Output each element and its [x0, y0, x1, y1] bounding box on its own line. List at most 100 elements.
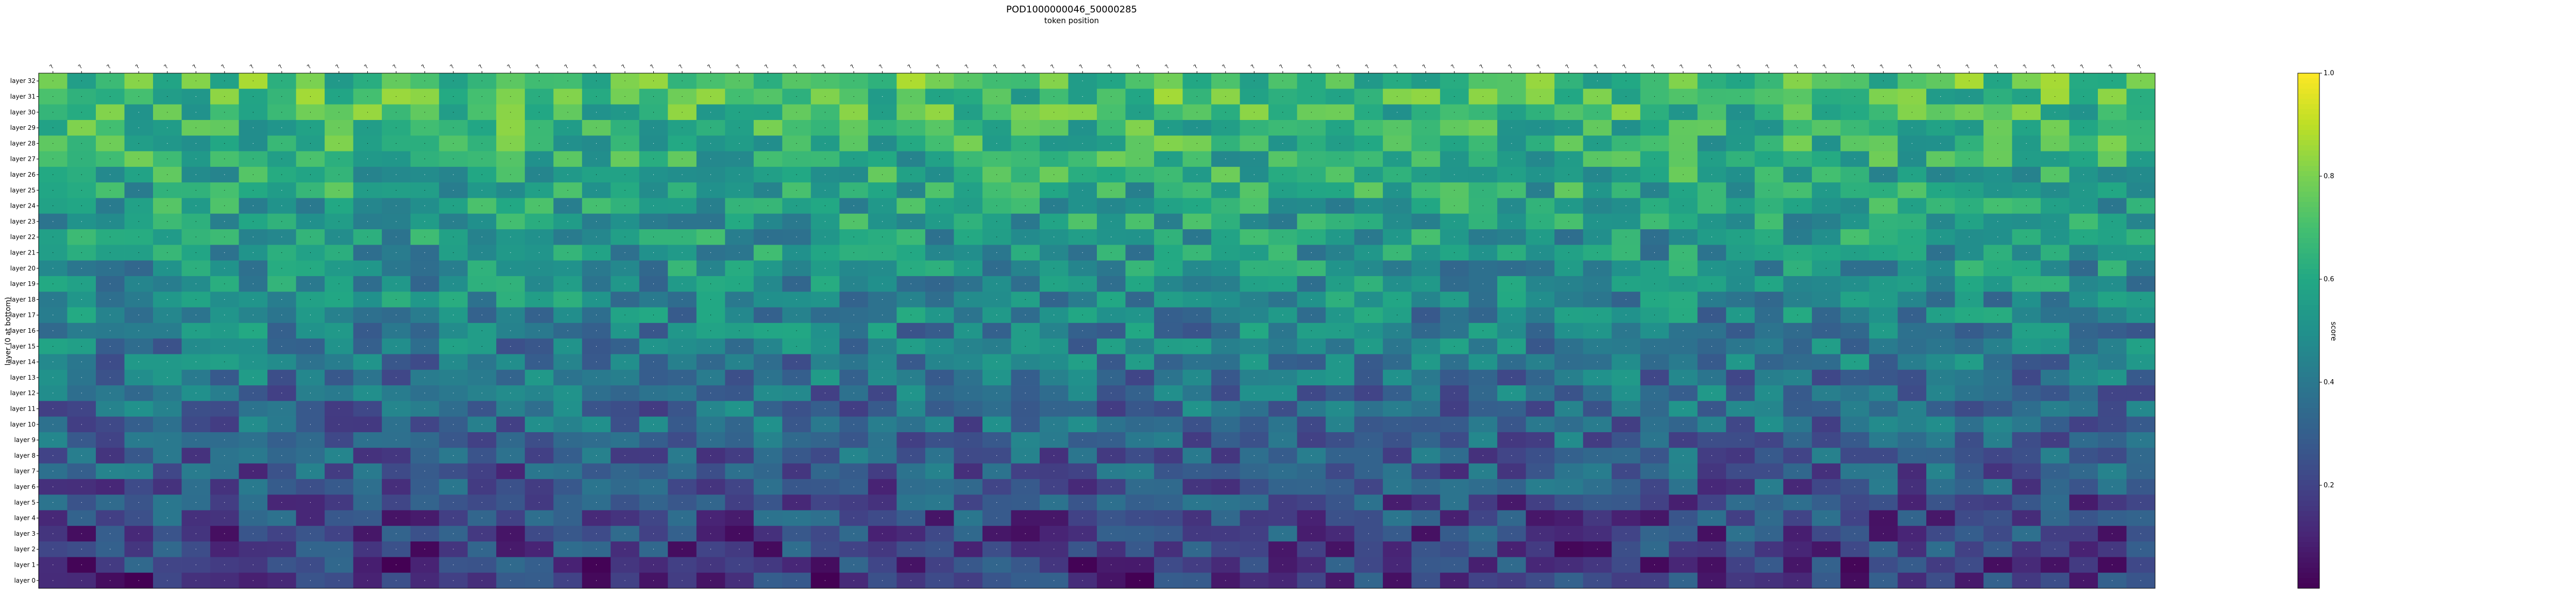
heatmap-cell: ·: [181, 354, 211, 370]
heatmap-cell: ·: [181, 89, 211, 105]
heatmap-cell: ·: [982, 416, 1011, 433]
heatmap-cell: ·: [1440, 354, 1469, 370]
heatmap-cell: ·: [1068, 198, 1097, 214]
heatmap-cell-word: ·: [453, 422, 454, 428]
heatmap-cell-word: ·: [52, 126, 54, 131]
heatmap-cell-word: ·: [1911, 266, 1913, 271]
heatmap-cell: ·: [611, 401, 640, 417]
heatmap-cell-word: ·: [1740, 94, 1741, 99]
heatmap-cell-word: ·: [739, 266, 740, 271]
heatmap-cell-word: ·: [1740, 407, 1741, 412]
heatmap-cell: ·: [725, 385, 754, 401]
heatmap-cell: ·: [839, 229, 869, 245]
heatmap-cell: ·: [1697, 198, 1726, 214]
heatmap-cell-word: ·: [81, 282, 82, 287]
heatmap-cell: ·: [1039, 135, 1069, 151]
heatmap-cell-word: ·: [281, 141, 282, 146]
heatmap-cell-word: ·: [138, 329, 140, 334]
heatmap-cell: ·: [954, 354, 983, 370]
heatmap-cell-word: ·: [1368, 188, 1369, 193]
heatmap-cell-word: ·: [996, 219, 997, 225]
heatmap-cell-word: ·: [195, 282, 197, 287]
heatmap-cell: ·: [1211, 120, 1240, 136]
heatmap-cell-word: ·: [1110, 157, 1112, 162]
heatmap-cell: ·: [439, 229, 468, 245]
heatmap-cell: ·: [1268, 89, 1297, 105]
heatmap-cell: ·: [2069, 198, 2098, 214]
heatmap-cell-word: ·: [1482, 407, 1484, 412]
heatmap-cell-word: ·: [739, 329, 740, 334]
heatmap-cell-word: ·: [1253, 376, 1255, 381]
heatmap-cell: ·: [725, 245, 754, 261]
heatmap-cell-word: ·: [1396, 391, 1398, 396]
heatmap-cell-word: ·: [796, 297, 798, 302]
heatmap-cell: ·: [1211, 260, 1240, 277]
heatmap-cell-word: ·: [1282, 173, 1283, 178]
heatmap-cell-fill: [868, 73, 897, 89]
heatmap-cell: ·: [1326, 354, 1355, 370]
heatmap-cell-word: ·: [1253, 204, 1255, 209]
heatmap-cell-word: ·: [767, 422, 769, 428]
heatmap-cell: ·: [668, 416, 697, 433]
heatmap-cell-word: ·: [1511, 282, 1513, 287]
heatmap-cell: ·: [267, 182, 297, 198]
heatmap-cell-word: ·: [310, 313, 311, 318]
heatmap-cell-word: ·: [252, 126, 254, 131]
heatmap-cell: ·: [325, 135, 354, 151]
heatmap-cell: ·: [496, 401, 526, 417]
heatmap-cell-word: ·: [596, 110, 597, 115]
heatmap-cell-word: ·: [52, 266, 54, 271]
heatmap-cell: ·: [1011, 338, 1040, 354]
heatmap-cell: ·: [353, 260, 382, 277]
heatmap-cell: ·: [1955, 135, 1984, 151]
heatmap-cell-word: ·: [1139, 235, 1141, 240]
heatmap-cell: ·: [39, 307, 67, 324]
heatmap-cell-word: ·: [1568, 266, 1570, 271]
heatmap-cell-word: ·: [1740, 204, 1741, 209]
heatmap-cell-word: ·: [81, 188, 82, 193]
heatmap-cell-word: ·: [252, 204, 254, 209]
heatmap-cell-word: ·: [109, 344, 111, 349]
heatmap-cell: ·: [1554, 292, 1584, 308]
heatmap-cell-word: ·: [1969, 376, 1970, 381]
heatmap-cell-word: ·: [996, 360, 997, 365]
heatmap-cell-word: ·: [252, 173, 254, 178]
heatmap-cell-word: ·: [195, 141, 197, 146]
heatmap-cell: ·: [1697, 307, 1726, 324]
heatmap-cell-word: ·: [1339, 360, 1341, 365]
heatmap-cell: ·: [1497, 229, 1527, 245]
heatmap-cell-word: ·: [2140, 173, 2142, 178]
heatmap-cell: ·: [668, 151, 697, 167]
heatmap-cell-word: ·: [138, 94, 140, 99]
heatmap-cell-word: ·: [138, 126, 140, 131]
heatmap-cell: ·: [2126, 135, 2156, 151]
heatmap-cell: ·: [1583, 120, 1612, 136]
heatmap-cell: ·: [1039, 151, 1069, 167]
heatmap-cell: ·: [1554, 104, 1584, 121]
heatmap-cell: ·: [1440, 369, 1469, 386]
heatmap-cell-word: ·: [853, 204, 855, 209]
heatmap-cell-word: ·: [1768, 235, 1770, 240]
heatmap-cell-word: ·: [1768, 188, 1770, 193]
heatmap-cell: ·: [1039, 292, 1069, 308]
heatmap-cell-word: ·: [1911, 157, 1913, 162]
heatmap-cell: ·: [1326, 198, 1355, 214]
heatmap-cell: ·: [1726, 369, 1755, 386]
heatmap-cell-word: ·: [1453, 297, 1455, 302]
heatmap-cell: ·: [725, 276, 754, 292]
heatmap-cell-word: ·: [1425, 219, 1427, 225]
heatmap-cell-word: ·: [968, 204, 969, 209]
heatmap-cell-word: ·: [1511, 141, 1513, 146]
heatmap-cell: ·: [267, 213, 297, 230]
heatmap-cell: ·: [1468, 307, 1498, 324]
heatmap-cell: ·: [896, 213, 926, 230]
heatmap-cell-word: ·: [538, 376, 540, 381]
heatmap-cell-word: ·: [1625, 79, 1627, 84]
heatmap-cell: ·: [1268, 245, 1297, 261]
heatmap-cell-word: ·: [824, 173, 826, 178]
heatmap-cell-fill: [1897, 73, 1927, 89]
heatmap-cell-word: ·: [996, 126, 997, 131]
heatmap-cell-word: ·: [2140, 329, 2142, 334]
heatmap-cell: ·: [896, 198, 926, 214]
heatmap-cell: ·: [353, 245, 382, 261]
